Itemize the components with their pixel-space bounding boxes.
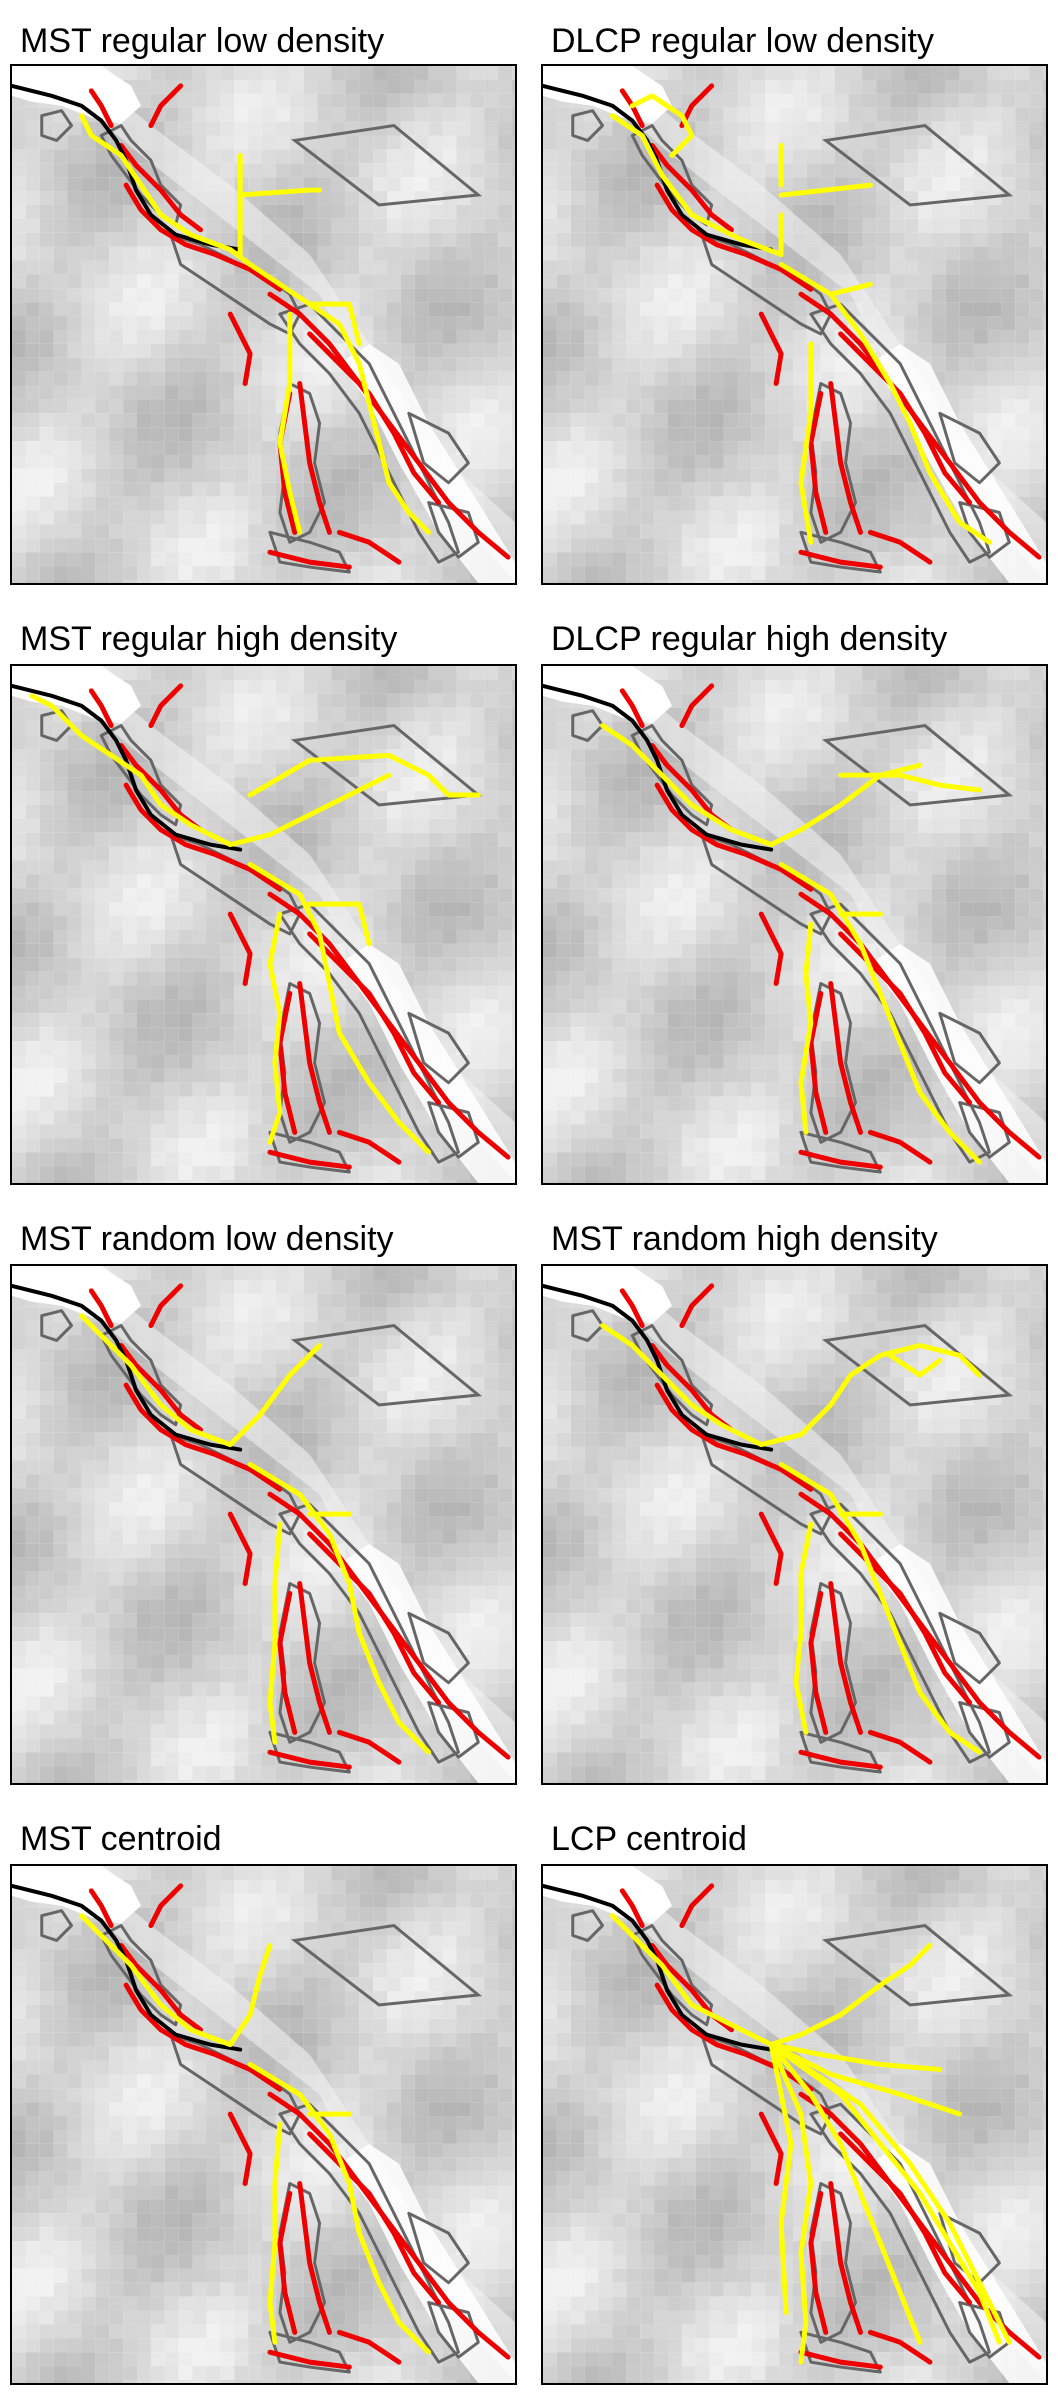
map-panel-lcp-centroid: [541, 1864, 1048, 2385]
connectivity-network: [609, 1913, 1012, 2365]
panel-title: MST regular high density: [20, 620, 398, 658]
map-panel-mst-centroid: [10, 1864, 517, 2385]
connectivity-network: [78, 1313, 432, 1755]
connectivity-network: [600, 1323, 983, 1755]
panel-title: MST centroid: [20, 1820, 222, 1858]
lake: [543, 66, 672, 124]
connectivity-network: [609, 93, 992, 545]
study-area-polygon: [822, 124, 1013, 207]
panel-title: DLCP regular high density: [551, 620, 948, 658]
connectivity-network: [78, 113, 432, 535]
red-patches: [88, 683, 511, 1170]
study-area-polygon: [291, 1324, 482, 1407]
river-line: [12, 683, 243, 852]
lake: [12, 1266, 141, 1324]
red-patches: [619, 1883, 1042, 2370]
red-patches: [619, 83, 1042, 570]
river-line: [543, 1283, 774, 1452]
map-panel-mst-random-low: [10, 1264, 517, 1785]
panel-title: MST random low density: [20, 1220, 394, 1258]
habitat-outlines: [40, 1309, 480, 1774]
river-line: [543, 683, 774, 852]
map-panel-dlcp-regular-high: [541, 664, 1048, 1185]
panel-title: MST random high density: [551, 1220, 938, 1258]
study-area-polygon: [291, 1924, 482, 2007]
study-area-polygon: [291, 124, 482, 207]
panel-title: DLCP regular low density: [551, 22, 934, 60]
terrain-background: [543, 1266, 1046, 1783]
map-panel-mst-random-high: [541, 1264, 1048, 1785]
lake: [543, 1266, 672, 1324]
terrain-background: [543, 66, 1046, 583]
map-panel-mst-regular-high: [10, 664, 517, 1185]
panel-title: LCP centroid: [551, 1820, 747, 1858]
terrain-background: [543, 666, 1046, 1183]
map-panel-dlcp-regular-low: [541, 64, 1048, 585]
panel-title: MST regular low density: [20, 22, 385, 60]
map-svg: [12, 1866, 515, 2383]
connectivity-network: [600, 723, 983, 1165]
study-area-polygon: [822, 1324, 1013, 1407]
map-svg: [543, 1266, 1046, 1783]
map-panel-mst-regular-low: [10, 64, 517, 585]
map-svg: [543, 66, 1046, 583]
red-patches: [88, 1883, 511, 2370]
connectivity-network: [29, 693, 481, 1155]
map-svg: [12, 666, 515, 1183]
lake: [12, 666, 141, 724]
red-patches: [619, 1283, 1042, 1770]
lake: [543, 666, 672, 724]
red-patches: [88, 1283, 511, 1770]
lake: [12, 66, 141, 124]
map-svg: [12, 1266, 515, 1783]
map-svg: [543, 1866, 1046, 2383]
connectivity-network: [78, 1913, 432, 2355]
study-area-polygon: [822, 724, 1013, 807]
map-svg: [12, 66, 515, 583]
terrain-background: [12, 1266, 515, 1783]
terrain-background: [12, 66, 515, 583]
map-svg: [543, 666, 1046, 1183]
lake: [543, 1866, 672, 1924]
lake: [12, 1866, 141, 1924]
